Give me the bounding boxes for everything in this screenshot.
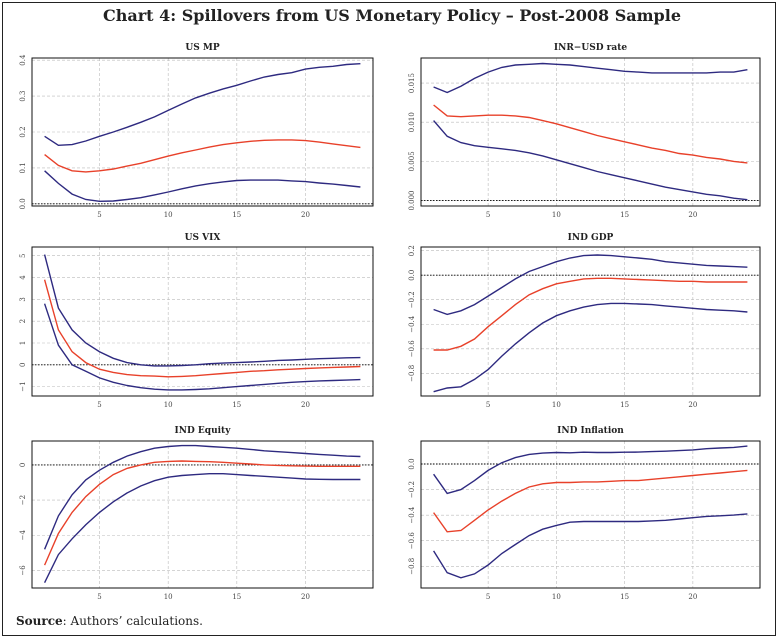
x-tick-label: 10 xyxy=(164,211,173,219)
y-tick-label: −2 xyxy=(19,495,27,505)
y-tick-label: 0.0 xyxy=(408,458,416,469)
x-tick-label: 5 xyxy=(486,593,490,601)
panel-0: US MP 5 10 15 20 0.0 0.1 0.2 0.3 0.4 xyxy=(19,43,374,219)
panel-title: IND Inflation xyxy=(557,426,624,436)
y-tick-label: 0 xyxy=(19,363,27,367)
panel-4: IND Equity 5 10 15 20 −6 −4 −2 0 xyxy=(19,426,374,601)
figure-title: Chart 4: Spillovers from US Monetary Pol… xyxy=(103,6,681,25)
x-tick-label: 20 xyxy=(301,211,310,219)
plot-area-border xyxy=(31,57,374,207)
panel-5: IND Inflation 5 10 15 20 −0.8 −0.6 −0.4 −0.2 0.0 xyxy=(408,426,761,601)
series-line-lower xyxy=(43,473,361,584)
x-tick-label: 15 xyxy=(232,211,241,219)
panel-2: US VIX 5 10 15 20 −1 0 1 2 3 4 5 xyxy=(19,233,374,409)
series-line-upper xyxy=(43,254,361,367)
series-line-lower xyxy=(433,120,748,201)
x-tick-label: 5 xyxy=(97,211,101,219)
panel-title: INR−USD rate xyxy=(554,43,627,53)
series-line-response xyxy=(433,469,748,533)
y-tick-label: 0 xyxy=(19,463,27,467)
x-tick-label: 10 xyxy=(552,593,561,601)
x-tick-label: 15 xyxy=(620,211,629,219)
y-tick-label: 0.1 xyxy=(19,162,27,173)
x-tick-label: 20 xyxy=(688,211,697,219)
y-tick-label: −0.6 xyxy=(408,532,416,550)
x-tick-label: 15 xyxy=(620,401,629,409)
x-tick-label: 15 xyxy=(620,593,629,601)
panel-title: US MP xyxy=(185,43,219,53)
y-tick-label: −1 xyxy=(19,381,27,391)
series-line-response xyxy=(43,279,361,378)
y-tick-label: 4 xyxy=(19,275,27,280)
series-line-lower xyxy=(44,170,361,203)
y-tick-label: 0.4 xyxy=(19,54,27,66)
y-tick-label: 0.010 xyxy=(408,112,416,132)
y-tick-label: −0.4 xyxy=(408,506,416,524)
series-line-response xyxy=(43,460,361,566)
plot-area-border xyxy=(420,57,761,207)
x-tick-label: 5 xyxy=(486,211,490,219)
y-tick-label: −0.4 xyxy=(408,315,416,333)
y-tick-label: 0.0 xyxy=(408,270,416,281)
figure-frame xyxy=(2,2,776,636)
series-line-upper xyxy=(44,63,361,147)
panel-title: IND Equity xyxy=(175,426,232,436)
plot-area-border xyxy=(31,440,374,589)
x-tick-label: 15 xyxy=(232,401,241,409)
y-tick-label: 0.2 xyxy=(408,245,416,256)
y-tick-label: 0.005 xyxy=(408,151,416,171)
series-line-response xyxy=(433,277,748,351)
y-tick-label: 0.000 xyxy=(408,190,416,210)
x-tick-label: 5 xyxy=(486,401,490,409)
plot-area-border xyxy=(420,440,761,589)
panel-title: US VIX xyxy=(185,233,221,243)
plot-area-border xyxy=(31,246,374,397)
source-note: Source: Authors’ calculations. xyxy=(16,614,203,628)
series-line-response xyxy=(433,104,748,164)
y-tick-label: −0.2 xyxy=(408,291,416,308)
x-tick-label: 5 xyxy=(97,401,101,409)
y-tick-label: −0.6 xyxy=(408,340,416,358)
y-tick-label: 0.0 xyxy=(19,198,27,209)
x-tick-label: 20 xyxy=(301,593,310,601)
x-tick-label: 10 xyxy=(552,401,561,409)
series-line-lower xyxy=(433,302,748,393)
series-line-response xyxy=(44,139,361,173)
y-tick-label: 5 xyxy=(19,253,27,257)
y-tick-label: −0.2 xyxy=(408,481,416,498)
y-tick-label: 0.3 xyxy=(19,91,27,102)
x-tick-label: 20 xyxy=(688,401,697,409)
x-tick-label: 20 xyxy=(301,401,310,409)
plot-area-border xyxy=(420,246,761,397)
y-tick-label: 0.015 xyxy=(408,73,416,93)
y-tick-label: 3 xyxy=(19,297,27,301)
series-line-upper xyxy=(43,444,361,550)
series-line-lower xyxy=(43,303,361,391)
series-line-upper xyxy=(433,254,748,316)
y-tick-label: 0.2 xyxy=(19,126,27,137)
x-tick-label: 10 xyxy=(164,401,173,409)
x-tick-label: 10 xyxy=(164,593,173,601)
y-tick-label: 2 xyxy=(19,319,27,323)
x-tick-label: 5 xyxy=(97,593,101,601)
panel-1: INR−USD rate 5 10 15 20 0.000 0.005 0.010 0.015 xyxy=(408,43,761,219)
panel-3: IND GDP 5 10 15 20 −0.8 −0.6 −0.4 −0.2 0.0 0.2 xyxy=(408,233,761,409)
series-line-lower xyxy=(433,513,748,579)
series-line-upper xyxy=(433,445,748,495)
panel-title: IND GDP xyxy=(568,233,614,243)
series-line-upper xyxy=(433,62,748,94)
y-tick-label: −0.8 xyxy=(408,365,416,382)
x-tick-label: 20 xyxy=(688,593,697,601)
x-tick-label: 15 xyxy=(232,593,241,601)
y-tick-label: −0.8 xyxy=(408,558,416,575)
source-label: Source xyxy=(16,614,63,628)
x-tick-label: 10 xyxy=(552,211,561,219)
y-tick-label: −6 xyxy=(19,565,27,576)
source-text: : Authors’ calculations. xyxy=(62,614,203,628)
y-tick-label: 1 xyxy=(19,341,27,345)
y-tick-label: −4 xyxy=(19,530,27,541)
